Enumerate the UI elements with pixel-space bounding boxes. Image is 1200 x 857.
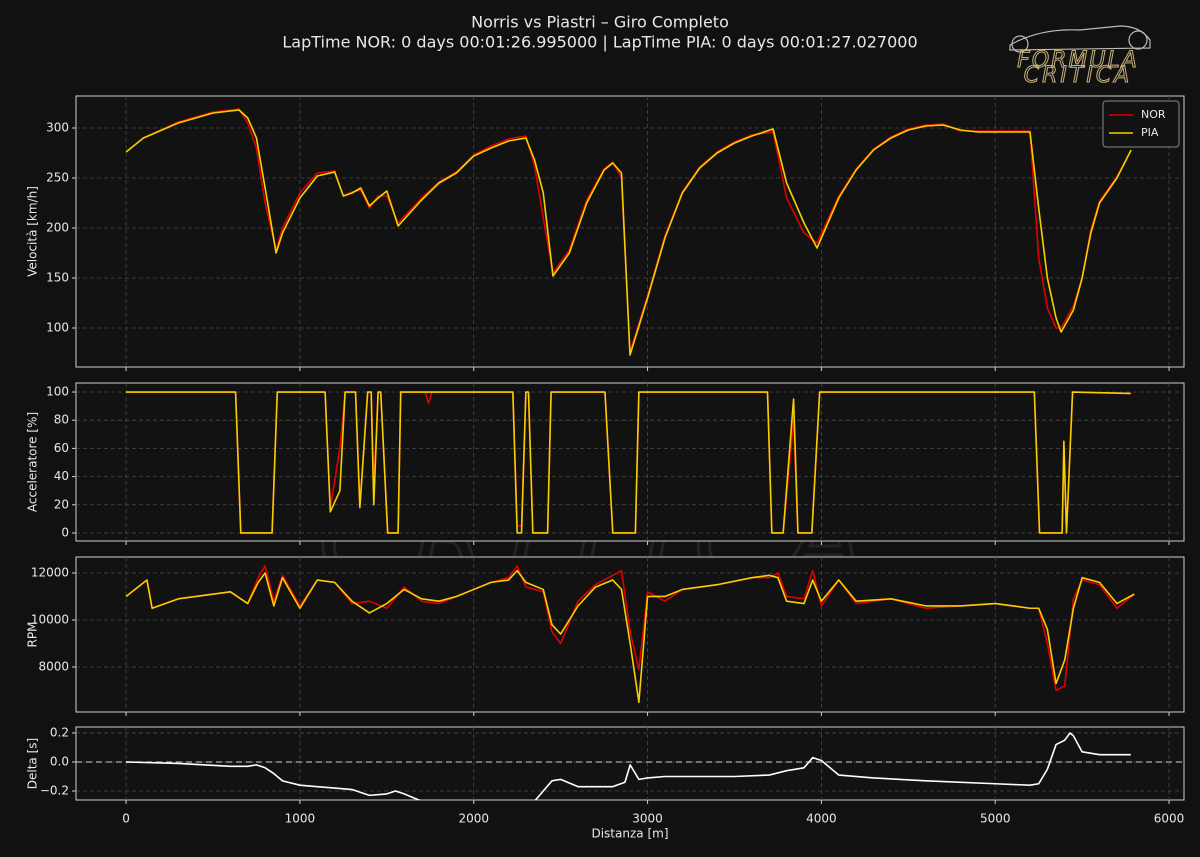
panel: 0 1000 2000 3000 4000 5000 6000 −0.2 0.0 0.2 Delta… xyxy=(26,725,1185,841)
y-tick-label: 40 xyxy=(54,469,69,483)
y-tick-label: 12000 xyxy=(31,565,69,579)
plot-area xyxy=(126,391,1131,534)
y-tick-label: 200 xyxy=(46,221,69,235)
y-tick-label: 0.2 xyxy=(50,725,69,739)
data-line xyxy=(125,109,1132,356)
x-tick-label: 3000 xyxy=(632,812,663,826)
y-axis-label: RPM xyxy=(26,622,40,648)
x-tick-label: 0 xyxy=(122,812,130,826)
plot-area xyxy=(125,108,1132,356)
y-axis-label: Velocità [km/h] xyxy=(26,186,40,277)
axes-frame xyxy=(75,382,1185,542)
plot-area xyxy=(76,732,1184,800)
x-tick-label: 1000 xyxy=(285,812,316,826)
y-axis-label: Acceleratore [%] xyxy=(26,412,40,512)
x-tick-label: 4000 xyxy=(806,812,837,826)
logo: FORMULA CRITICA xyxy=(1009,25,1151,89)
y-tick-label: 250 xyxy=(46,171,69,185)
panel: 0 20 40 60 80 100 Acceleratore [%] xyxy=(26,382,1185,545)
data-line xyxy=(125,108,1132,353)
y-tick-label: 300 xyxy=(46,121,69,135)
data-line xyxy=(126,732,1131,800)
y-tick-label: 20 xyxy=(54,497,69,511)
subtitle: LapTime NOR: 0 days 00:01:26.995000 | La… xyxy=(282,33,917,52)
plot-area xyxy=(125,565,1135,704)
legend-label: PIA xyxy=(1141,126,1159,139)
logo-wheel xyxy=(1128,30,1148,50)
logo-wheel xyxy=(1011,35,1029,53)
legend-box xyxy=(1102,100,1180,148)
logo-line1: FORMULA xyxy=(1017,48,1139,73)
x-tick-label: 6000 xyxy=(1154,812,1185,826)
y-axis-label: Delta [s] xyxy=(26,738,40,789)
y-tick-label: −0.2 xyxy=(40,784,69,798)
legend-label: NOR xyxy=(1141,108,1166,121)
panel: 8000 10000 12000 RPM xyxy=(26,556,1185,716)
x-tick-label: 5000 xyxy=(980,812,1011,826)
y-tick-label: 100 xyxy=(46,385,69,399)
data-line xyxy=(126,391,1131,534)
y-tick-label: 100 xyxy=(46,321,69,335)
panel: 100 150 200 250 300 Velocità [km/h] NOR PIA xyxy=(26,95,1185,371)
axes-frame xyxy=(75,726,1185,801)
legend: NOR PIA xyxy=(1102,100,1180,148)
x-axis-label: Distanza [m] xyxy=(591,827,668,841)
logo-car xyxy=(1009,25,1151,51)
y-tick-label: 80 xyxy=(54,413,69,427)
y-tick-label: 150 xyxy=(46,271,69,285)
y-tick-label: 0.0 xyxy=(50,754,69,768)
title: Norris vs Piastri – Giro Completo xyxy=(471,13,729,32)
data-line xyxy=(125,569,1135,704)
y-tick-label: 0 xyxy=(61,525,69,539)
logo-line2: CRITICA xyxy=(1024,63,1132,88)
y-tick-label: 60 xyxy=(54,441,69,455)
y-tick-label: 8000 xyxy=(38,659,69,673)
y-tick-label: 10000 xyxy=(31,612,69,626)
x-tick-label: 2000 xyxy=(458,812,489,826)
axes-frame xyxy=(75,95,1185,368)
